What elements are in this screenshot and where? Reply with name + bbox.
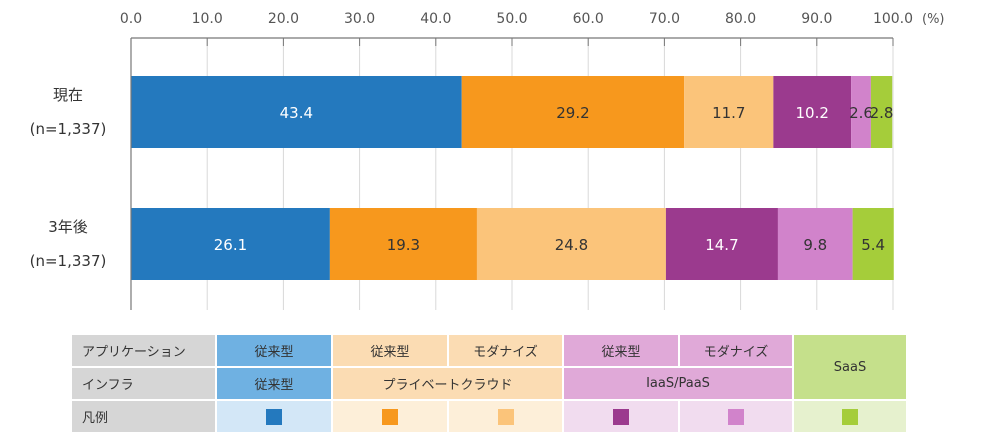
- stacked-bar-chart: 0.0 10.0 20.0 30.0 40.0 50.0 60.0 70.0 80.0 90.0 1…: [30, 11, 945, 310]
- x-tick-label: 90.0: [801, 11, 832, 27]
- legend-cell-app-conventional: 従来型: [562, 333, 680, 368]
- legend-row-header-infra: インフラ: [70, 366, 217, 401]
- legend-swatch: [266, 408, 282, 425]
- data-label: 43.4: [280, 104, 313, 122]
- data-label: 24.8: [555, 236, 588, 254]
- legend-cell-app-modernize: モダナイズ: [447, 333, 564, 368]
- x-tick-label: 60.0: [573, 11, 604, 27]
- category-sublabel: (n=1,337): [30, 120, 107, 138]
- legend-swatch-cell: [447, 399, 564, 434]
- bar-segment: [665, 208, 778, 280]
- legend-row-header-application: アプリケーション: [70, 333, 217, 368]
- x-tick-label: 100.0: [873, 11, 913, 27]
- legend-cell-infra-private-cloud: プライベートクラウド: [331, 366, 564, 401]
- bar-segment: [476, 208, 666, 280]
- legend-swatch: [613, 408, 629, 425]
- data-label: 26.1: [214, 236, 247, 254]
- bar-segment: [131, 208, 330, 280]
- data-label: 14.7: [705, 236, 738, 254]
- data-label: 2.6: [849, 104, 873, 122]
- x-tick-label: 80.0: [725, 11, 756, 27]
- bar-segment: [131, 76, 462, 148]
- x-tick-label: 70.0: [649, 11, 680, 27]
- bar-segment: [851, 76, 871, 148]
- x-tick-label: 50.0: [496, 11, 527, 27]
- x-tick-label: 10.0: [192, 11, 223, 27]
- bar-segment: [329, 208, 477, 280]
- x-tick-label: 20.0: [268, 11, 299, 27]
- data-label: 19.3: [387, 236, 420, 254]
- x-axis-unit-label: (%): [922, 12, 945, 27]
- legend-cell-app-modernize: モダナイズ: [678, 333, 794, 368]
- legend-row-header-legend: 凡例: [70, 399, 217, 434]
- legend-cell-infra-iaas-paas: IaaS/PaaS: [562, 366, 794, 401]
- legend-cell-app-conventional: 従来型: [331, 333, 449, 368]
- x-tick-label: 0.0: [120, 11, 142, 27]
- data-label: 10.2: [796, 104, 829, 122]
- legend-swatch-cell: [331, 399, 449, 434]
- bar-segment: [461, 76, 685, 148]
- legend-swatch-cell: [792, 399, 908, 434]
- legend-swatch: [728, 408, 744, 425]
- legend-table: アプリケーション 従来型 従来型 モダナイズ 従来型 モダナイズ SaaS イン…: [70, 333, 908, 434]
- legend-swatch: [497, 408, 514, 425]
- bar-segment: [777, 208, 853, 280]
- x-tick-label: 40.0: [420, 11, 451, 27]
- data-label: 11.7: [712, 104, 745, 122]
- category-labels: 現在 (n=1,337) 3年後 (n=1,337): [30, 86, 107, 270]
- x-axis-ticks: 0.0 10.0 20.0 30.0 40.0 50.0 60.0 70.0 80.0 90.0 1…: [120, 11, 913, 46]
- data-label: 29.2: [556, 104, 589, 122]
- legend-cell-infra-conventional: 従来型: [215, 366, 333, 401]
- bar-segment: [684, 76, 774, 148]
- data-label: 2.8: [870, 104, 894, 122]
- bars: 43.4 29.2 11.7 10.2 2.62.8 26.1 19.3 24.8 14.7 9.…: [131, 76, 894, 280]
- legend-swatch-cell: [562, 399, 680, 434]
- legend-swatch: [382, 408, 398, 425]
- category-label: 3年後: [48, 218, 88, 236]
- legend-cell-app-conventional: 従来型: [215, 333, 333, 368]
- bar-segment: [852, 208, 894, 280]
- data-label: 5.4: [861, 236, 885, 254]
- category-sublabel: (n=1,337): [30, 252, 107, 270]
- category-label: 現在: [53, 86, 83, 104]
- legend-swatch-cell: [215, 399, 333, 434]
- legend-swatch: [842, 408, 858, 425]
- data-label: 9.8: [803, 236, 827, 254]
- bar-segment: [870, 76, 893, 148]
- legend-cell-saas: SaaS: [792, 333, 908, 401]
- bar-segment: [773, 76, 852, 148]
- x-tick-label: 30.0: [344, 11, 375, 27]
- legend-row-infra: インフラ 従来型 プライベートクラウド IaaS/PaaS: [70, 366, 907, 401]
- legend-row-swatches: 凡例: [70, 399, 908, 434]
- legend-swatch-cell: [678, 399, 794, 434]
- legend-row-application: アプリケーション 従来型 従来型 モダナイズ 従来型 モダナイズ SaaS: [70, 333, 908, 401]
